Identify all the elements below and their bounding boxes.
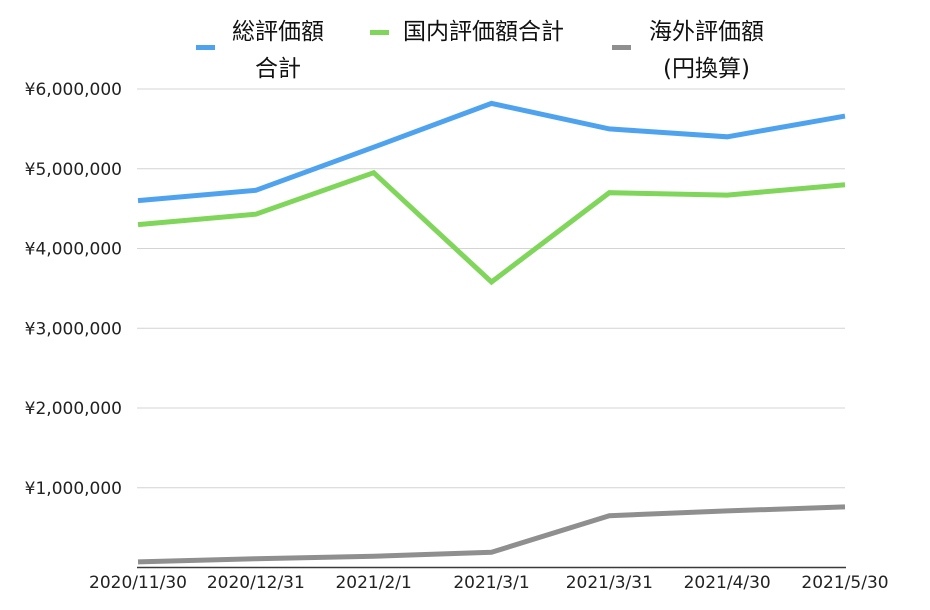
chart-legend: 総評価額 合計 国内評価額合計 海外評価額 (円換算) xyxy=(0,0,930,100)
y-tick-label: ¥4,000,000 xyxy=(25,240,122,260)
gridlines xyxy=(137,88,845,489)
x-tick-label: 2021/2/1 xyxy=(335,573,411,593)
y-axis-labels: ¥1,000,000 ¥2,000,000 ¥3,000,000 ¥4,000,000… xyxy=(25,80,122,499)
legend-label-total: 総評価額 合計 xyxy=(232,19,324,82)
legend-swatch-overseas xyxy=(612,45,631,50)
legend-swatch-domestic xyxy=(370,30,389,35)
x-tick-label: 2020/12/31 xyxy=(207,573,305,593)
series-line-total xyxy=(137,100,846,204)
x-tick-label: 2020/11/30 xyxy=(89,573,187,593)
y-tick-label: ¥6,000,000 xyxy=(25,80,122,100)
x-tick-label: 2021/3/1 xyxy=(453,573,529,593)
legend-label-domestic: 国内評価額合計 xyxy=(403,19,564,45)
x-tick-label: 2021/3/31 xyxy=(566,573,653,593)
y-tick-label: ¥5,000,000 xyxy=(25,160,122,180)
legend-label-overseas: 海外評価額 (円換算) xyxy=(649,19,764,82)
series-line-overseas xyxy=(137,504,846,565)
y-tick-label: ¥2,000,000 xyxy=(25,399,122,419)
legend-swatch-total xyxy=(196,45,215,50)
y-tick-label: ¥3,000,000 xyxy=(25,319,122,339)
series-lines xyxy=(137,100,846,565)
x-tick-label: 2021/5/30 xyxy=(801,573,888,593)
x-tick-label: 2021/4/30 xyxy=(684,573,771,593)
x-axis-labels: 2020/11/30 2020/12/31 2021/2/1 2021/3/1 2021… xyxy=(89,573,889,593)
series-line-domestic xyxy=(137,169,846,286)
y-tick-label: ¥1,000,000 xyxy=(25,479,122,499)
